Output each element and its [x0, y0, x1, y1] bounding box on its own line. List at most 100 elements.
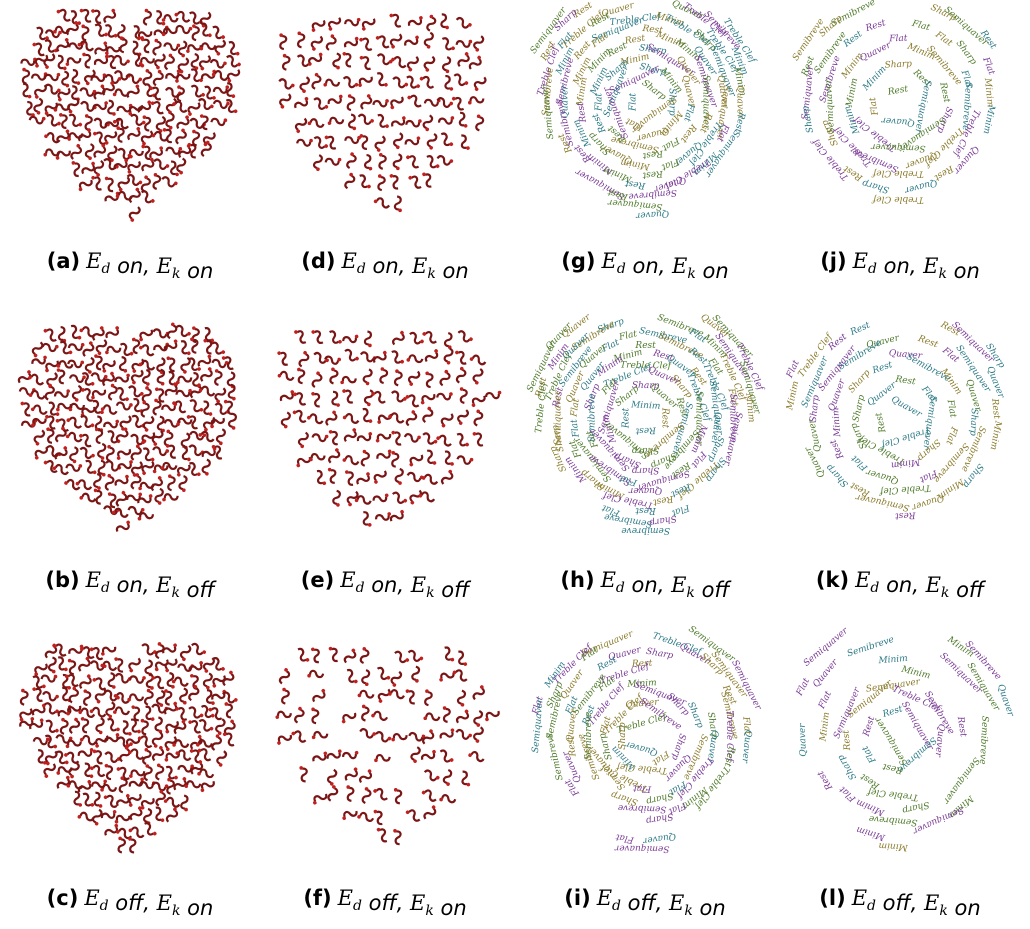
- clef-stroke: [143, 751, 151, 765]
- clef-dot: [305, 657, 310, 662]
- clef-stroke: [310, 671, 323, 677]
- clef-stroke: [211, 737, 221, 751]
- clef-glyph: [103, 419, 120, 430]
- clef-glyph: [298, 350, 310, 367]
- clef-glyph: [123, 735, 140, 748]
- clef-glyph: [168, 474, 175, 490]
- clef-dot: [200, 788, 205, 793]
- clef-stroke: [117, 148, 131, 160]
- clef-glyph: [391, 116, 408, 129]
- clef-dot: [324, 135, 329, 140]
- clef-stroke: [165, 691, 173, 705]
- clef-dot: [34, 455, 39, 460]
- word: Minim: [878, 840, 909, 852]
- clef-stroke: [57, 86, 71, 100]
- clef-glyph: [103, 689, 120, 703]
- clef-dot: [379, 153, 383, 157]
- clef-stroke: [213, 86, 227, 95]
- clef-stroke: [312, 97, 326, 110]
- caption-subscript: k: [425, 903, 433, 919]
- clef-stroke: [79, 676, 92, 690]
- clef-glyph: [440, 469, 455, 486]
- clef-dot: [53, 744, 58, 749]
- word: Semiquaver: [802, 626, 851, 669]
- clef-stroke: [343, 650, 356, 664]
- caption-math: E: [337, 886, 353, 910]
- caption: (l)Ed off, Ek on: [819, 886, 980, 920]
- clef-stroke: [393, 132, 403, 146]
- clef-glyph: [472, 75, 487, 91]
- clef-stroke: [70, 447, 78, 461]
- clef-stroke: [57, 370, 66, 384]
- clef-glyph: [311, 328, 326, 345]
- clef-glyph: [371, 710, 388, 721]
- clef-dot: [115, 727, 120, 732]
- clef-glyph: [373, 786, 389, 801]
- clef-stroke: [282, 690, 289, 703]
- clef-glyph: [208, 415, 225, 428]
- clef-glyph: [162, 657, 178, 673]
- clef-stroke: [210, 707, 224, 721]
- word: Flat: [932, 29, 954, 48]
- clef-glyph: [294, 96, 311, 110]
- clef-glyph: [78, 748, 95, 759]
- clef-glyph: [127, 694, 143, 702]
- caption-text: on: [948, 896, 981, 920]
- clef-glyph: [312, 688, 328, 704]
- clef-glyph: [77, 127, 93, 143]
- clef-glyph: [379, 153, 386, 169]
- clef-glyph: [406, 119, 422, 128]
- clef-glyph: [43, 39, 58, 55]
- clef-glyph: [376, 53, 393, 67]
- panel-image: [17, 641, 238, 853]
- clef-glyph: [66, 464, 82, 471]
- clef-glyph: [165, 98, 178, 115]
- clef-stroke: [215, 372, 221, 385]
- panel-image: RestQuaverQuaverSharpRestTreble ClefMini…: [529, 0, 758, 220]
- clef-dot: [32, 687, 37, 692]
- clef-glyph: [28, 390, 45, 399]
- clef-stroke: [425, 99, 438, 106]
- clef-glyph: [137, 511, 154, 520]
- clef-glyph: [359, 54, 373, 71]
- clef-stroke: [72, 385, 81, 399]
- word: Rest: [635, 505, 657, 515]
- clef-stroke: [96, 339, 108, 353]
- clef-stroke: [423, 115, 433, 129]
- clef-dot: [337, 749, 342, 754]
- clef-stroke: [85, 117, 91, 130]
- clef-glyph: [112, 117, 129, 130]
- clef-stroke: [326, 37, 337, 51]
- clef-dot: [210, 424, 215, 429]
- clef-dot: [43, 328, 48, 333]
- clef-glyph: [439, 728, 456, 741]
- clef-glyph: [187, 141, 198, 158]
- caption-text: on,: [626, 254, 672, 278]
- clef-stroke: [393, 56, 407, 68]
- clef-stroke: [445, 333, 452, 346]
- clef-glyph: [375, 512, 392, 522]
- clef-glyph: [140, 643, 157, 657]
- clef-stroke: [214, 70, 228, 81]
- clef-stroke: [458, 690, 466, 704]
- clef-stroke: [214, 100, 228, 108]
- caption-subscript: d: [357, 261, 366, 277]
- word: Sharp: [640, 78, 668, 103]
- clef-dot: [296, 463, 301, 468]
- clef-stroke: [175, 740, 188, 747]
- caption-label: (b): [45, 568, 79, 592]
- clef-glyph: [211, 443, 224, 460]
- clef-glyph: [328, 645, 340, 662]
- clef-dot: [185, 115, 190, 120]
- clef-stroke: [93, 145, 106, 159]
- clef-glyph: [422, 171, 434, 188]
- clef-stroke: [156, 718, 162, 731]
- clef-glyph: [311, 792, 328, 806]
- clef-glyph: [113, 158, 130, 172]
- clef-stroke: [455, 729, 469, 740]
- word: Semibreve: [977, 716, 990, 765]
- clef-stroke: [407, 650, 421, 662]
- caption-label: (h): [560, 568, 594, 592]
- clef-glyph: [58, 327, 67, 343]
- clef-glyph: [325, 34, 337, 51]
